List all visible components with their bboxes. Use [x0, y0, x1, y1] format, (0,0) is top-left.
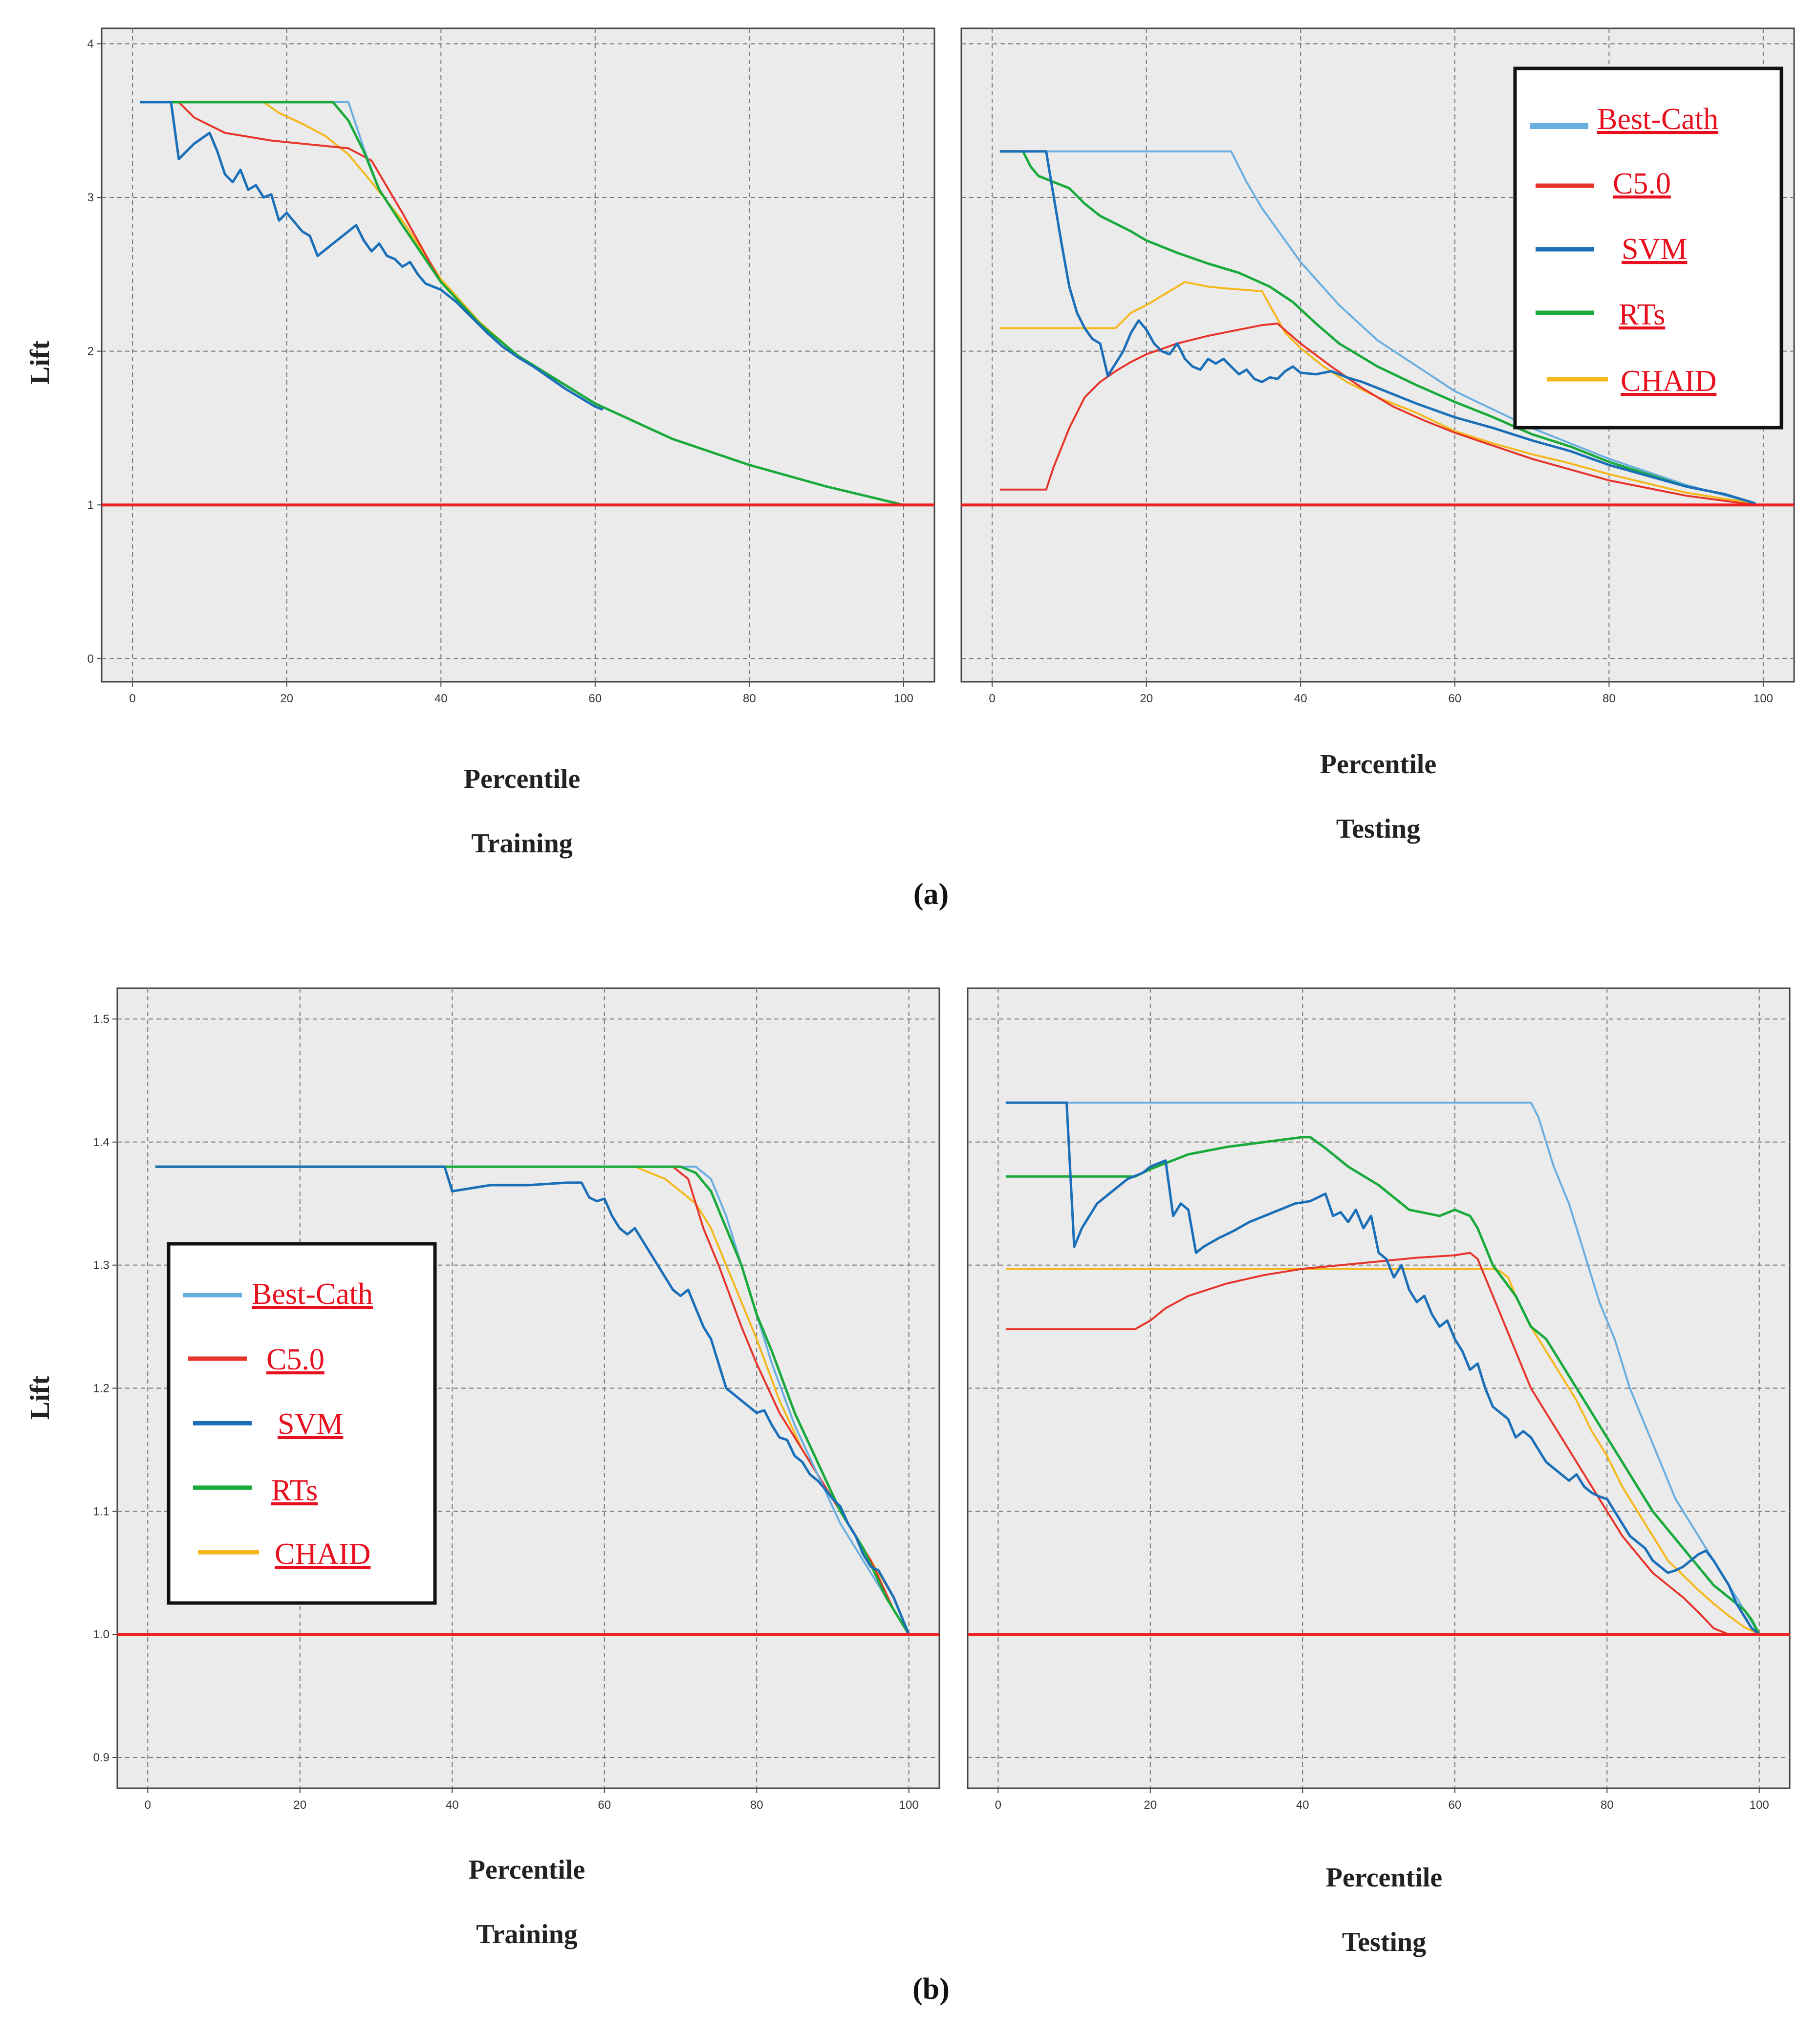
x-tick-label: 40: [1294, 692, 1307, 705]
y-axis-label: Lift: [25, 1376, 55, 1420]
x-tick-label: 0: [129, 692, 135, 705]
x-axis-sublabel: Training: [476, 1919, 577, 1950]
x-tick-label: 60: [588, 692, 602, 705]
x-tick-label: 0: [989, 692, 995, 705]
series-lines: [102, 101, 934, 507]
series-line-chaid: [999, 281, 1756, 505]
tick-labels: 0 20 40 60 80 100: [989, 682, 1773, 705]
series-lines: [117, 1165, 939, 1636]
series-lines: [968, 1101, 1790, 1636]
legend-label-rts: RTs: [271, 1474, 318, 1507]
series-line-rts: [140, 101, 904, 506]
y-tick-label: 4: [87, 37, 94, 50]
gridlines: [117, 988, 939, 1788]
x-tick-label: 40: [434, 692, 448, 705]
x-tick-label: 80: [750, 1799, 763, 1812]
panel-a-testing: 0 20 40 60 80 100 Percentile Testing Best-Cat…: [960, 27, 1795, 844]
tick-labels: 0 20 40 60 80 100 0 1 2 3 4: [87, 37, 913, 705]
x-tick-label: 40: [1296, 1799, 1309, 1812]
y-tick-label: 1: [87, 498, 94, 512]
legend-label-best-cath: Best-Cath: [252, 1278, 373, 1311]
y-tick-label: 1.4: [93, 1136, 109, 1149]
series-line-best-cath: [155, 1166, 910, 1635]
x-tick-label: 0: [995, 1799, 1001, 1812]
legend: Best-Cath C5.0 SVM RTs CHAID: [1513, 66, 1783, 430]
x-tick-label: 100: [1754, 692, 1773, 705]
y-tick-label: 2: [87, 345, 94, 358]
y-tick-label: 1.2: [93, 1382, 109, 1395]
legend-label-chaid: CHAID: [1621, 365, 1716, 398]
y-tick-label: 3: [87, 191, 94, 204]
tick-labels: 0 20 40 60 80 100: [995, 1788, 1769, 1812]
series-lines: [961, 150, 1794, 507]
x-tick-label: 80: [1603, 692, 1616, 705]
y-axis-label: Lift: [25, 341, 55, 385]
x-tick-label: 40: [446, 1799, 459, 1812]
series-line-rts: [999, 150, 1756, 505]
legend-label-c50: C5.0: [1613, 167, 1671, 200]
x-axis-label: Percentile: [1326, 1863, 1442, 1893]
x-tick-label: 60: [1448, 1799, 1461, 1812]
x-axis-sublabel: Testing: [1342, 1927, 1426, 1957]
x-tick-label: 20: [1144, 1799, 1157, 1812]
caption-a: (a): [913, 878, 949, 911]
legend-label-best-cath: Best-Cath: [1597, 103, 1718, 136]
x-axis-label: Percentile: [469, 1855, 585, 1885]
x-tick-label: 20: [293, 1799, 306, 1812]
series-line-c5-0: [1005, 1252, 1759, 1636]
panel-b-testing: 0 20 40 60 80 100 Percentile Testing: [967, 987, 1791, 1957]
y-tick-label: 1.5: [93, 1013, 109, 1026]
x-tick-label: 20: [1140, 692, 1153, 705]
panel-a-training: 0 20 40 60 80 100 0 1 2 3 4 Percentile Training Li…: [25, 27, 935, 859]
legend-label-chaid: CHAID: [275, 1538, 370, 1571]
x-tick-label: 100: [1750, 1799, 1769, 1812]
x-axis-label: Percentile: [464, 764, 580, 794]
series-line-chaid: [1005, 1268, 1760, 1635]
legend-label-rts: RTs: [1619, 298, 1665, 331]
caption-b: (b): [912, 1972, 950, 2006]
x-tick-label: 20: [280, 692, 293, 705]
x-tick-label: 100: [899, 1799, 919, 1812]
series-line-rts: [1005, 1136, 1760, 1635]
series-line-c5-0: [999, 323, 1756, 506]
panel-b-training: 0 20 40 60 80 100 0.9 1.0 1.1 1.2 1.3 1.4 1.5 Percen…: [25, 987, 940, 1950]
x-tick-label: 0: [145, 1799, 151, 1812]
series-line-best-cath: [999, 150, 1756, 505]
y-tick-label: 1.1: [93, 1505, 109, 1518]
series-line-svm: [140, 101, 604, 411]
x-tick-label: 80: [743, 692, 756, 705]
tick-labels: 0 20 40 60 80 100 0.9 1.0 1.1 1.2 1.3 1.4 1.5: [93, 1013, 919, 1812]
x-axis-label: Percentile: [1320, 749, 1436, 780]
series-line-svm: [155, 1165, 910, 1635]
y-tick-label: 0.9: [93, 1751, 109, 1764]
legend-label-c50: C5.0: [266, 1343, 325, 1376]
legend-label-svm: SVM: [1622, 233, 1687, 266]
gridlines: [968, 988, 1790, 1788]
series-line-svm: [999, 150, 1756, 505]
x-tick-label: 80: [1601, 1799, 1614, 1812]
y-tick-label: 1.3: [93, 1259, 109, 1272]
x-axis-sublabel: Testing: [1336, 814, 1420, 844]
series-line-svm: [1005, 1101, 1760, 1636]
legend: Best-Cath C5.0 SVM RTs CHAID: [167, 1242, 437, 1605]
x-tick-label: 60: [1448, 692, 1461, 705]
x-tick-label: 100: [894, 692, 913, 705]
x-tick-label: 60: [598, 1799, 611, 1812]
x-axis-sublabel: Training: [471, 828, 572, 859]
y-tick-label: 0: [87, 652, 94, 666]
y-tick-label: 1.0: [93, 1628, 109, 1641]
legend-label-svm: SVM: [278, 1408, 343, 1441]
